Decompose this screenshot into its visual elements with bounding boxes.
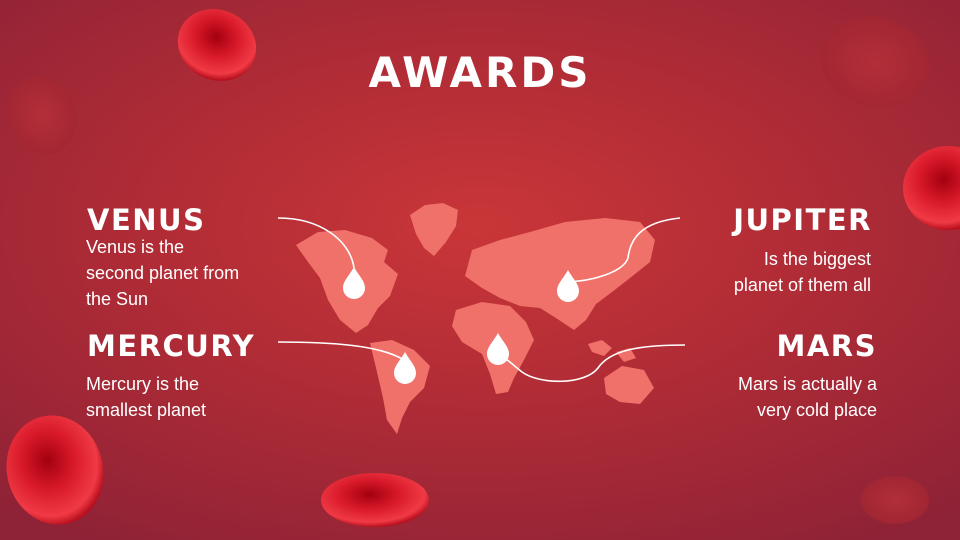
blood-cell	[177, 9, 257, 81]
map-australia	[604, 366, 654, 404]
connector-line-jupiter	[567, 217, 681, 283]
mars-heading: MARS	[776, 329, 877, 363]
connector-line-venus	[277, 217, 355, 269]
description-line: very cold place	[756, 400, 877, 420]
blood-cell	[903, 146, 960, 230]
blood-cell	[861, 476, 929, 524]
description-line: Is the biggest	[763, 249, 871, 269]
blood-drop-icon	[343, 267, 365, 299]
slide-title: AWARDS	[368, 48, 592, 97]
map-south-america	[370, 340, 430, 434]
description-line: smallest planet	[86, 400, 207, 420]
description-line: Mars is actually a	[737, 374, 877, 394]
blood-cell	[7, 75, 77, 155]
connector-line-mars	[496, 344, 686, 383]
blood-cell	[321, 473, 429, 527]
description-line: second planet from	[86, 263, 240, 283]
blood-drop-icon	[394, 352, 416, 384]
venus-heading: VENUS	[87, 203, 206, 237]
description-line: the Sun	[86, 289, 149, 309]
mars-description: Mars is actually a very cold place	[738, 371, 877, 423]
jupiter-heading: JUPITER	[733, 203, 872, 237]
jupiter-description: Is the biggest planet of them all	[734, 246, 871, 298]
blood-drop-icon	[487, 333, 509, 365]
mercury-heading: MERCURY	[87, 329, 256, 363]
description-line: Mercury is the	[86, 374, 200, 394]
map-greenland	[410, 203, 458, 256]
description-line: planet of them all	[733, 275, 871, 295]
blood-cell	[6, 415, 104, 525]
connector-line-mercury	[277, 341, 405, 361]
map-islands	[588, 340, 612, 356]
blood-drop-icon	[557, 270, 579, 302]
blood-cell	[820, 16, 930, 108]
mercury-description: Mercury is the smallest planet	[86, 371, 206, 423]
description-line: Venus is the	[86, 237, 185, 257]
venus-description: Venus is the second planet from the Sun	[86, 234, 239, 312]
map-eurasia	[465, 218, 655, 330]
